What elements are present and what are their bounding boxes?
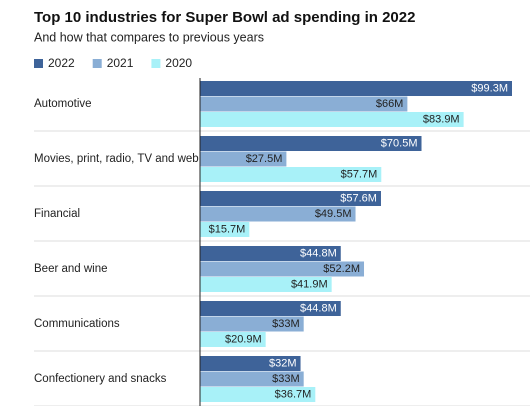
value-label: $99.3M bbox=[471, 83, 508, 95]
legend-swatch bbox=[34, 59, 43, 68]
category-label: Communications bbox=[34, 318, 120, 330]
bar bbox=[200, 96, 408, 112]
bar bbox=[200, 371, 304, 387]
chart-title: Top 10 industries for Super Bowl ad spen… bbox=[34, 9, 415, 26]
bar bbox=[200, 136, 422, 151]
bar bbox=[200, 387, 316, 402]
bar bbox=[200, 301, 341, 316]
value-label: $83.9M bbox=[423, 114, 460, 126]
value-label: $57.7M bbox=[341, 169, 378, 181]
value-label: $57.6M bbox=[340, 193, 377, 205]
legend-swatch bbox=[151, 59, 161, 68]
bar bbox=[200, 332, 266, 347]
chart-subtitle: And how that compares to previous years bbox=[34, 30, 264, 44]
bar bbox=[200, 356, 301, 371]
value-label: $44.8M bbox=[300, 248, 337, 260]
category-label: Beer and wine bbox=[34, 263, 108, 275]
legend-label: 2020 bbox=[165, 56, 192, 70]
category-label: Confectionery and snacks bbox=[34, 373, 167, 385]
bar bbox=[200, 151, 287, 167]
category-label: Movies, print, radio, TV and web bbox=[34, 153, 199, 165]
bar bbox=[200, 167, 382, 182]
bar bbox=[200, 191, 381, 206]
value-label: $33M bbox=[272, 373, 300, 385]
legend-swatch bbox=[92, 59, 102, 68]
value-label: $41.9M bbox=[291, 279, 328, 291]
bar bbox=[200, 246, 341, 261]
value-label: $20.9M bbox=[225, 334, 262, 346]
bar bbox=[200, 206, 356, 222]
bar bbox=[200, 222, 250, 237]
bar bbox=[200, 277, 332, 292]
value-label: $27.5M bbox=[246, 153, 283, 165]
bar bbox=[200, 316, 304, 332]
value-label: $66M bbox=[376, 98, 404, 110]
value-label: $15.7M bbox=[209, 224, 246, 236]
legend-label: 2022 bbox=[48, 56, 75, 70]
legend-label: 2021 bbox=[107, 56, 134, 70]
bar bbox=[200, 261, 365, 277]
bar bbox=[200, 112, 464, 127]
category-label: Automotive bbox=[34, 98, 92, 110]
category-label: Financial bbox=[34, 208, 80, 220]
value-label: $44.8M bbox=[300, 303, 337, 315]
value-label: $52.2M bbox=[323, 263, 360, 275]
bar bbox=[200, 81, 512, 96]
value-label: $36.7M bbox=[275, 389, 312, 401]
value-label: $33M bbox=[272, 318, 300, 330]
value-label: $70.5M bbox=[381, 138, 418, 150]
value-label: $49.5M bbox=[315, 208, 352, 220]
value-label: $32M bbox=[269, 358, 297, 370]
